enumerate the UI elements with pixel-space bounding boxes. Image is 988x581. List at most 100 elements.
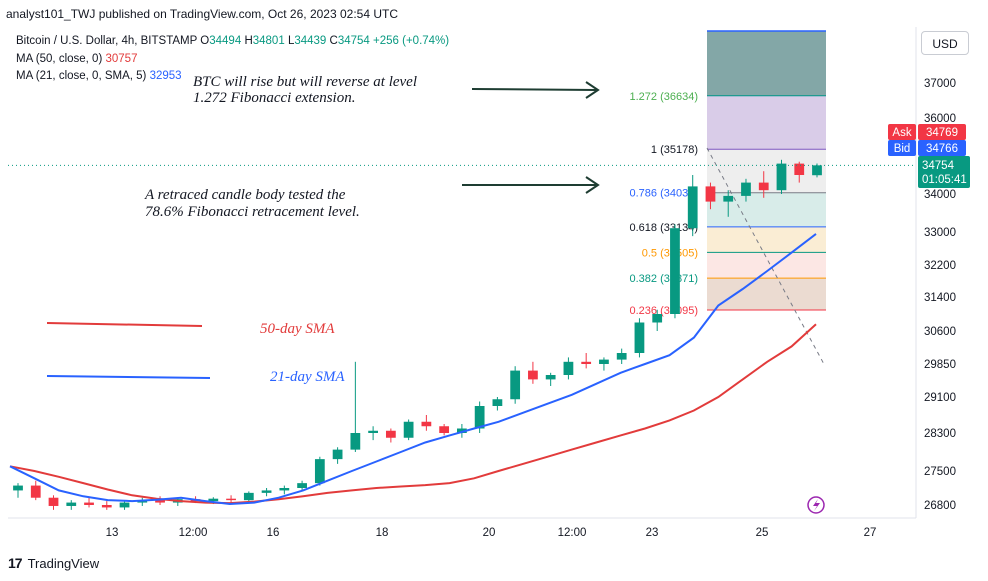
- time-tick-label: 18: [376, 527, 389, 539]
- time-axis: 13 12:00 16 18 20 12:00 23 25 27: [106, 527, 877, 539]
- published-line: analyst101_TWJ published on TradingView.…: [6, 7, 398, 21]
- price-chart[interactable]: 1.272 (36634) 1 (35178) 0.786 (34033) 0.618…: [0, 0, 988, 545]
- fib-zone: [707, 31, 826, 96]
- candle-body: [48, 497, 59, 506]
- price-tick-label: 27500: [924, 466, 956, 478]
- candle-body: [581, 361, 592, 364]
- annotation-arrow-1: [471, 81, 600, 99]
- candle-body: [421, 421, 432, 427]
- symbol-name: Bitcoin / U.S. Dollar, 4h, BITSTAMP: [16, 35, 198, 47]
- price-badges: Ask 34769 Bid 34766 34754 01:05:41: [888, 124, 970, 188]
- candle-body: [812, 165, 822, 176]
- fib-zone: [707, 278, 826, 310]
- annotation-line-3: A retraced candle body tested the: [144, 187, 346, 203]
- lightning-icon[interactable]: [807, 496, 825, 514]
- ma21-legend[interactable]: MA (21, close, 0, SMA, 5) 32953: [16, 70, 182, 82]
- countdown-value: 01:05:41: [922, 174, 967, 186]
- price-axis: 3700036000350003400033000322003140030600…: [924, 78, 956, 512]
- candle-body: [403, 421, 414, 438]
- annotation-arrow-2: [462, 176, 600, 194]
- candle-body: [314, 459, 325, 484]
- symbol-legend: Bitcoin / U.S. Dollar, 4h, BITSTAMP O344…: [16, 35, 450, 47]
- candle-body: [652, 314, 663, 323]
- footer-brand: TradingView: [27, 555, 100, 571]
- candle-body: [741, 182, 751, 196]
- annotation-line-4: 78.6% Fibonacci retracement level.: [145, 204, 360, 220]
- ask-value-bg: [918, 124, 966, 140]
- candle-body: [13, 485, 23, 491]
- fib-zone: [707, 226, 826, 253]
- fib-level-label: 0.382 (31871): [630, 273, 699, 285]
- candle-body: [634, 322, 645, 353]
- ma50-value: 30757: [105, 53, 138, 65]
- change-value: +256 (+0.74%): [373, 35, 450, 47]
- candle-body: [385, 430, 396, 438]
- ma21-value: 32953: [149, 70, 182, 82]
- fib-trend-line: [706, 147, 826, 367]
- candle-body: [474, 406, 485, 429]
- sma21-key-line: [46, 375, 211, 379]
- candle-body: [457, 428, 467, 433]
- candle-body: [208, 498, 219, 502]
- candle-body: [119, 502, 130, 508]
- candle-body: [563, 361, 574, 375]
- currency-selector[interactable]: USD: [921, 31, 969, 55]
- candles: [13, 159, 822, 510]
- open-value: 34494: [209, 35, 242, 47]
- last-price-value: 34754: [922, 160, 955, 172]
- candle-body: [101, 505, 112, 508]
- low-value: 34439: [294, 35, 327, 47]
- candle-body: [794, 163, 805, 175]
- price-tick-label: 37000: [924, 78, 956, 90]
- candle-body: [439, 426, 450, 433]
- annotation-line-2: 1.272 Fibonacci extension.: [193, 90, 355, 106]
- candle-body: [226, 498, 236, 501]
- sma21-line: [9, 233, 817, 506]
- candle-body: [155, 500, 165, 503]
- candle-body: [350, 433, 361, 450]
- candle-body: [616, 353, 627, 360]
- candle-body: [368, 430, 378, 433]
- bid-value-bg: [918, 140, 966, 156]
- candle-body: [30, 485, 41, 498]
- price-tick-label: 29100: [924, 392, 956, 404]
- candle-body: [687, 186, 698, 229]
- time-tick-label: 20: [483, 527, 496, 539]
- price-tick-label: 29850: [924, 359, 956, 371]
- candle-body: [297, 483, 307, 488]
- time-tick-label: 12:00: [558, 527, 587, 539]
- sma50-label: 50-day SMA: [260, 321, 335, 337]
- candle-body: [279, 488, 290, 491]
- high-value: 34801: [252, 35, 285, 47]
- sma50-key-line: [46, 322, 203, 327]
- fib-zone: [707, 252, 826, 279]
- price-tick-label: 34000: [924, 189, 956, 201]
- fib-level-label: 0.618 (33134): [630, 222, 699, 234]
- candle-body: [545, 375, 556, 380]
- time-tick-label: 27: [864, 527, 877, 539]
- candle-body: [261, 490, 272, 493]
- candle-body: [66, 502, 77, 506]
- ask-label: Ask: [892, 127, 911, 139]
- annotation-line-1: BTC will rise but will reverse at level: [193, 74, 417, 90]
- candle-body: [332, 449, 343, 460]
- candle-body: [723, 195, 734, 202]
- candle-body: [528, 370, 538, 380]
- ask-value: 34769: [926, 127, 958, 139]
- time-tick-label: 23: [646, 527, 659, 539]
- time-tick-label: 16: [267, 527, 280, 539]
- close-value: 34754: [337, 35, 370, 47]
- fib-level-label: 0.786 (34033): [630, 188, 699, 200]
- ask-label-bg: [888, 124, 916, 140]
- sma50-line: [9, 323, 817, 505]
- price-tick-label: 32200: [924, 260, 956, 272]
- ma50-legend[interactable]: MA (50, close, 0) 30757: [16, 53, 138, 65]
- fib-level-label: 1.272 (36634): [630, 91, 699, 103]
- candle-body: [599, 359, 609, 364]
- candle-body: [510, 370, 521, 400]
- price-tick-label: 36000: [924, 113, 956, 125]
- candle-body: [705, 186, 716, 202]
- candle-body: [670, 228, 680, 314]
- last-price-badge: [918, 156, 970, 188]
- price-tick-label: 33000: [924, 227, 956, 239]
